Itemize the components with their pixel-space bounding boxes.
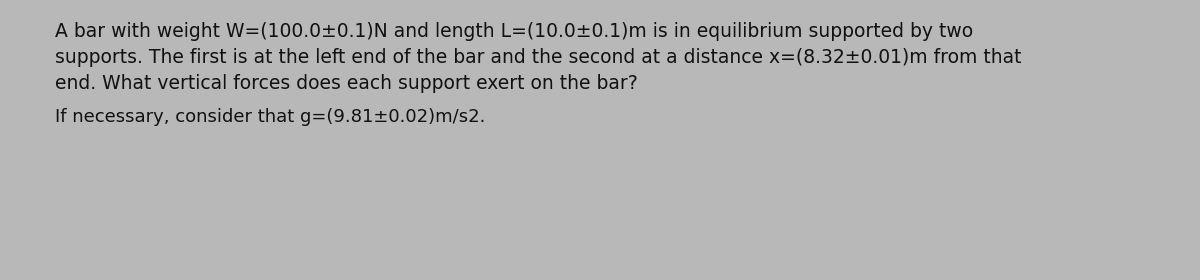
Text: A bar with weight W=(100.0±0.1)N and length L=(10.0±0.1)m is in equilibrium supp: A bar with weight W=(100.0±0.1)N and len…: [55, 22, 973, 41]
Text: If necessary, consider that g=(9.81±0.02)m/s2.: If necessary, consider that g=(9.81±0.02…: [55, 108, 485, 126]
Text: end. What vertical forces does each support exert on the bar?: end. What vertical forces does each supp…: [55, 74, 637, 93]
Text: supports. The first is at the left end of the bar and the second at a distance x: supports. The first is at the left end o…: [55, 48, 1021, 67]
